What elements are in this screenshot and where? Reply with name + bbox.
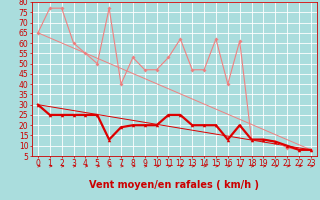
- X-axis label: Vent moyen/en rafales ( km/h ): Vent moyen/en rafales ( km/h ): [89, 180, 260, 190]
